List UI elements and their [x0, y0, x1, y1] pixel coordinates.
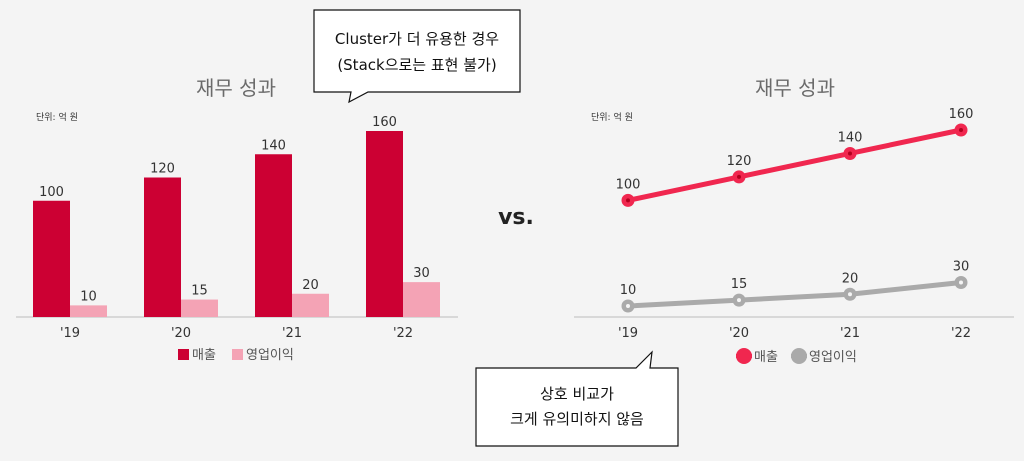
line-sales [625, 127, 964, 203]
legend-label-sales: 매출 [192, 348, 216, 363]
callout-bottom-bubble [475, 350, 679, 447]
bar-label-sales-22: 160 [372, 115, 397, 130]
callout-bottom-line2: 크게 유의미하지 않음 [510, 410, 644, 428]
callout-top-bubble [313, 9, 521, 104]
line-label-operating-profit-20: 15 [731, 277, 748, 292]
line-chart: 재무 성과 단위: 억 원 100 120 140 160 10 15 20 30 '19 '20… [574, 76, 1014, 365]
bar-chart-unit-note: 단위: 억 원 [36, 111, 78, 123]
bar-x-tick-22: '22 [393, 326, 413, 341]
legend-marker-operating-profit [791, 348, 807, 364]
line-label-sales-20: 120 [727, 154, 752, 169]
line-label-sales-21: 140 [838, 130, 863, 145]
bar-label-sales-21: 140 [261, 138, 286, 153]
line-label-sales-22: 160 [949, 107, 974, 122]
bar-label-operating-profit-19: 10 [80, 289, 97, 304]
point-center-operating-profit-20 [737, 298, 741, 303]
bar-sales-21 [255, 154, 292, 317]
callout-top: Cluster가 더 유용한 경우 (Stack으로는 표현 불가) [313, 9, 521, 104]
line-x-tick-20: '20 [729, 326, 749, 341]
point-center-operating-profit-19 [626, 304, 630, 308]
bar-label-operating-profit-21: 20 [302, 278, 319, 293]
point-center-operating-profit-22 [959, 280, 963, 285]
line-chart-unit-note: 단위: 억 원 [591, 111, 633, 123]
callout-bottom: 상호 비교가 크게 유의미하지 않음 [475, 350, 679, 447]
line-x-tick-19: '19 [618, 326, 638, 341]
callout-top-line1: Cluster가 더 유용한 경우 [335, 30, 499, 48]
point-center-operating-profit-21 [848, 292, 852, 297]
line-x-tick-22: '22 [951, 326, 971, 341]
bar-label-operating-profit-22: 30 [413, 266, 430, 281]
point-center-sales-19 [626, 198, 630, 203]
line-chart-legend: 매출 영업이익 [736, 348, 857, 365]
bar-x-tick-21: '21 [282, 326, 302, 341]
callout-bottom-line1: 상호 비교가 [540, 385, 614, 403]
point-center-sales-22 [959, 128, 963, 132]
bar-chart-title: 재무 성과 [196, 76, 276, 100]
legend-swatch-operating-profit [232, 349, 243, 360]
line-operating-profit [625, 280, 964, 309]
line-x-tick-21: '21 [840, 326, 860, 341]
bar-label-sales-20: 120 [150, 162, 175, 177]
legend-label-operating-profit: 영업이익 [809, 350, 857, 365]
bar-operating-profit-21 [292, 293, 329, 317]
bar-operating-profit-19 [70, 305, 107, 317]
callout-top-line2: (Stack으로는 표현 불가) [337, 56, 496, 74]
line-label-operating-profit-22: 30 [953, 260, 970, 275]
bar-sales-22 [366, 131, 403, 317]
bar-chart-marks: 100 10 '19 120 15 '20 140 20 '21 160 30 '22 [33, 115, 440, 341]
legend-label-sales: 매출 [754, 350, 778, 365]
bar-operating-profit-22 [403, 282, 440, 317]
legend-marker-sales [736, 348, 752, 364]
bar-label-sales-19: 100 [39, 185, 64, 200]
bar-chart: 재무 성과 단위: 억 원 100 10 '19 120 15 '20 140 20 '21 16… [16, 76, 458, 363]
vs-label: vs. [498, 205, 534, 230]
legend-label-operating-profit: 영업이익 [246, 348, 294, 363]
legend-swatch-sales [178, 349, 189, 360]
line-chart-title: 재무 성과 [755, 76, 835, 100]
bar-sales-20 [144, 177, 181, 317]
bar-operating-profit-20 [181, 299, 218, 317]
bar-x-tick-19: '19 [60, 326, 80, 341]
point-center-sales-20 [737, 174, 741, 179]
point-center-sales-21 [848, 151, 852, 156]
bar-label-operating-profit-20: 15 [191, 284, 208, 299]
line-chart-marks: 100 120 140 160 10 15 20 30 '19 '20 '21 '22 [616, 107, 974, 341]
line-label-operating-profit-21: 20 [842, 271, 859, 286]
line-label-sales-19: 100 [616, 177, 641, 192]
line-label-operating-profit-19: 10 [620, 283, 637, 298]
bar-chart-legend: 매출 영업이익 [178, 348, 294, 363]
bar-x-tick-20: '20 [171, 326, 191, 341]
bar-sales-19 [33, 200, 70, 317]
